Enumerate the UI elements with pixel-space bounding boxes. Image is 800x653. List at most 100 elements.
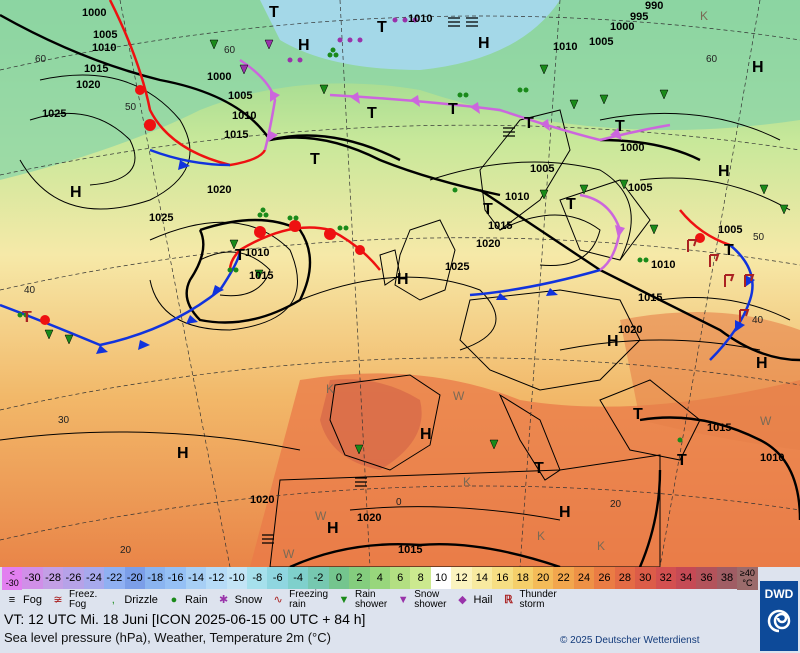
scale-cell: -12 bbox=[206, 567, 227, 589]
scale-cell: 8 bbox=[410, 567, 431, 589]
map-subtitle: Sea level pressure (hPa), Weather, Tempe… bbox=[4, 630, 331, 645]
isobar-label: 1025 bbox=[149, 212, 173, 224]
freezing-rain-icon: ∿ bbox=[273, 594, 283, 606]
cold-front-north bbox=[149, 148, 231, 167]
scale-cell: -22 bbox=[104, 567, 125, 589]
svg-text:0: 0 bbox=[396, 497, 402, 508]
svg-text:50: 50 bbox=[125, 102, 137, 113]
legend-hail: ◆ Hail bbox=[455, 593, 492, 607]
scale-cell: 28 bbox=[614, 567, 636, 589]
drizzle-icon: , bbox=[111, 594, 115, 606]
isobar-label: 1000 bbox=[82, 7, 106, 19]
low-center: T bbox=[377, 19, 387, 36]
valid-time: VT: 12 UTC Mi. 18 Juni [ICON 2025-06-15 … bbox=[4, 611, 366, 627]
air-mass-markers: K W W W W K K K K bbox=[283, 9, 772, 561]
rain-shower-symbols bbox=[44, 39, 789, 455]
fog-symbols bbox=[262, 17, 515, 544]
thunderstorm-symbols bbox=[687, 239, 755, 322]
cold-marker: K bbox=[537, 529, 545, 543]
warm-marker: W bbox=[283, 547, 295, 561]
cold-marker: K bbox=[326, 382, 334, 396]
rain-symbols bbox=[17, 47, 683, 443]
legend-drizzle: , Drizzle bbox=[105, 593, 158, 607]
legend-freezing-fog: ≆ Freez. Fog bbox=[50, 590, 97, 610]
scale-cell: -14 bbox=[185, 567, 207, 589]
scale-cell: -28 bbox=[42, 567, 64, 589]
cool-region bbox=[0, 0, 800, 180]
svg-text:50: 50 bbox=[753, 232, 765, 243]
warm-marker: W bbox=[453, 389, 465, 403]
isobar-label: 1000 bbox=[610, 21, 634, 33]
warm-marker: W bbox=[315, 509, 327, 523]
high-center: H bbox=[478, 35, 490, 52]
scale-cell: -18 bbox=[144, 567, 166, 589]
legend-snow: ✱ Snow bbox=[216, 593, 262, 607]
temperature-scale: < -30 -30 -28 -26 -24 -22 -20 -18 -16 -14 -12 -10 -8… bbox=[2, 567, 758, 590]
freezing-fog-icon: ≆ bbox=[53, 594, 63, 606]
isobar-label: 1010 bbox=[232, 110, 256, 122]
isobar-label: 1015 bbox=[398, 544, 422, 556]
low-center: T bbox=[448, 101, 458, 118]
isobar-label: 1010 bbox=[408, 13, 432, 25]
legend-thunderstorm: ℝ Thunder storm bbox=[500, 590, 557, 610]
high-center: H bbox=[752, 59, 764, 76]
isobar-label: 1005 bbox=[530, 163, 554, 175]
low-center: T bbox=[677, 452, 687, 469]
scale-cell: -8 bbox=[247, 567, 268, 589]
isobar-label: 1005 bbox=[718, 224, 742, 236]
pressure-centers: H H H H H H H H H H H H T T T T T T T T … bbox=[22, 4, 768, 537]
low-center: T bbox=[534, 460, 544, 477]
isobar-label: 1010 bbox=[553, 41, 577, 53]
svg-text:30: 30 bbox=[58, 415, 70, 426]
scale-cell: 6 bbox=[390, 567, 411, 589]
isobar-label: 1010 bbox=[505, 191, 529, 203]
low-center: T bbox=[235, 247, 245, 264]
isobar-label: 1015 bbox=[488, 220, 512, 232]
scale-cell: 26 bbox=[594, 567, 615, 589]
low-center: T bbox=[615, 118, 625, 135]
isobar-label: 1010 bbox=[245, 247, 269, 259]
isobar-label: 1020 bbox=[618, 324, 642, 336]
scale-cell: 20 bbox=[532, 567, 554, 589]
scale-cell: 12 bbox=[451, 567, 472, 589]
svg-text:40: 40 bbox=[24, 285, 36, 296]
legend-freezing-rain: ∿ Freezing rain bbox=[270, 590, 328, 610]
footer-panel: < -30 -30 -28 -26 -24 -22 -20 -18 -16 -14 -12 -10 -8… bbox=[0, 567, 800, 653]
low-center: T bbox=[310, 151, 320, 168]
scale-cell: 4 bbox=[369, 567, 391, 589]
isobar-label: 1015 bbox=[224, 129, 248, 141]
isobar-label: 1005 bbox=[589, 36, 613, 48]
low-center: T bbox=[524, 115, 534, 132]
isobar-label: 1005 bbox=[93, 29, 117, 41]
isobar-label: 1005 bbox=[228, 90, 252, 102]
low-center: T bbox=[367, 105, 377, 122]
cold-region bbox=[260, 0, 560, 70]
scale-cell: 24 bbox=[573, 567, 595, 589]
scale-cell: -20 bbox=[124, 567, 145, 589]
isobar-label: 1015 bbox=[638, 292, 662, 304]
isobar-label: 1005 bbox=[628, 182, 652, 194]
isobar-label: 990 bbox=[645, 0, 663, 12]
warm-east bbox=[620, 312, 800, 450]
isobar-label: 1025 bbox=[445, 261, 469, 273]
scale-cell: -30 bbox=[22, 567, 43, 589]
scale-cell: -4 bbox=[287, 567, 309, 589]
isobar-label: 1020 bbox=[250, 494, 274, 506]
legend-fog: ≡ Fog bbox=[4, 593, 42, 607]
isobar-label: 1000 bbox=[207, 71, 231, 83]
isobar-label: 995 bbox=[630, 11, 648, 23]
isobar-label: 1010 bbox=[651, 259, 675, 271]
logo-text: DWD bbox=[764, 587, 794, 601]
high-center: H bbox=[327, 520, 339, 537]
fog-icon: ≡ bbox=[8, 594, 16, 606]
low-center: T bbox=[22, 309, 32, 326]
cold-marker: K bbox=[463, 475, 471, 489]
occluded-front-2 bbox=[329, 93, 671, 142]
scale-cell: 36 bbox=[696, 567, 717, 589]
high-center: H bbox=[397, 271, 409, 288]
isobar-label: 1010 bbox=[92, 42, 116, 54]
snow-symbols bbox=[287, 17, 418, 63]
scale-cell: 34 bbox=[675, 567, 697, 589]
snow-icon: ✱ bbox=[218, 594, 229, 606]
cold-front-east bbox=[709, 244, 754, 361]
